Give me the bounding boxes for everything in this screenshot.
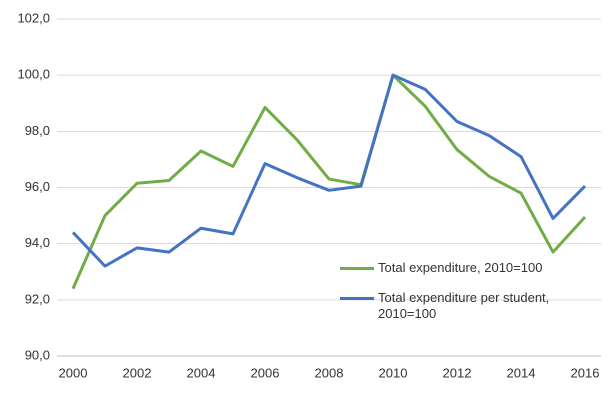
x-tick-label: 2012 (443, 365, 472, 380)
legend-item: Total expenditure per student, 2010=100 (340, 290, 590, 322)
y-tick-label: 100,0 (17, 67, 50, 82)
y-tick-label: 96,0 (25, 179, 50, 194)
y-tick-label: 90,0 (25, 347, 50, 362)
legend-label: Total expenditure per student, 2010=100 (378, 290, 550, 321)
x-tick-label: 2006 (251, 365, 280, 380)
legend-label: Total expenditure, 2010=100 (378, 260, 543, 275)
x-tick-label: 2016 (571, 365, 600, 380)
y-tick-label: 102,0 (17, 10, 50, 25)
series-line (71, 73, 587, 268)
legend-item: Total expenditure, 2010=100 (340, 260, 590, 276)
x-tick-label: 2008 (315, 365, 344, 380)
legend-swatch (340, 297, 374, 300)
y-tick-label: 94,0 (25, 235, 50, 250)
x-tick-label: 2014 (507, 365, 536, 380)
y-tick-label: 92,0 (25, 291, 50, 306)
y-tick-label: 98,0 (25, 123, 50, 138)
series-line (71, 73, 587, 290)
x-tick-label: 2004 (187, 365, 216, 380)
x-tick-label: 2010 (379, 365, 408, 380)
legend-swatch (340, 267, 374, 270)
legend: Total expenditure, 2010=100 Total expendi… (340, 260, 590, 336)
x-tick-label: 2002 (123, 365, 152, 380)
x-tick-label: 2000 (59, 365, 88, 380)
